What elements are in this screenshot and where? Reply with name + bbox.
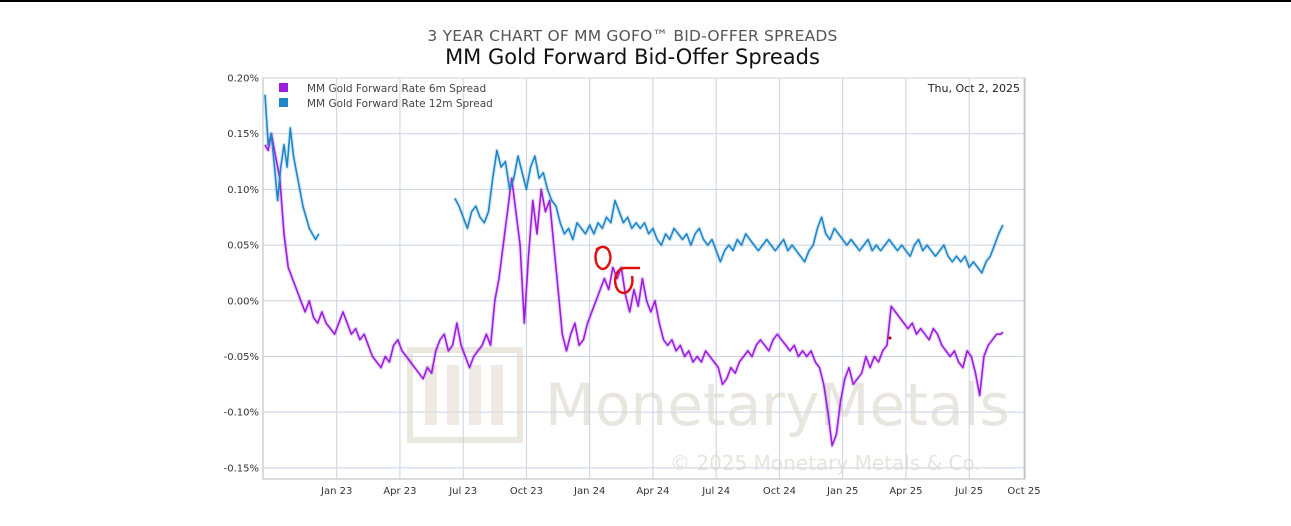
x-tick-label: Jan 25 xyxy=(826,486,858,497)
y-tick-label: -0.15% xyxy=(224,463,259,474)
x-axis: Jan 23 Apr 23 Jul 23 Oct 23 Jan 24 Apr 24 Jul … xyxy=(320,486,1041,497)
chart-supertitle: 3 YEAR CHART OF MM GOFO™ BID-OFFER SPREA… xyxy=(427,27,838,45)
series-layer xyxy=(263,94,1005,448)
watermark-text: MonetaryMetals xyxy=(545,371,1010,439)
series-line-12m xyxy=(264,94,320,241)
y-tick-label: 0.00% xyxy=(227,296,259,307)
grid xyxy=(263,77,1025,479)
legend-swatch-6m xyxy=(279,83,288,92)
x-tick-label: Apr 24 xyxy=(636,486,669,497)
x-tick-label: Apr 23 xyxy=(383,486,416,497)
y-axis: 0.20% 0.15% 0.10% 0.05% 0.00% -0.05% -0.10% -0.… xyxy=(224,74,259,475)
legend-label-6m: MM Gold Forward Rate 6m Spread xyxy=(307,83,486,95)
chart-title: MM Gold Forward Bid-Offer Spreads xyxy=(445,45,820,69)
legend-label-12m: MM Gold Forward Rate 12m Spread xyxy=(307,98,493,110)
x-tick-label: Jan 23 xyxy=(320,486,352,497)
annotation-dot xyxy=(888,336,892,340)
x-tick-label: Jul 23 xyxy=(448,486,477,497)
y-tick-label: 0.15% xyxy=(227,129,259,140)
series-line-6m xyxy=(264,132,1004,447)
x-tick-label: Oct 24 xyxy=(763,486,796,497)
annotation-circle-2 xyxy=(613,266,640,295)
annotation-circle-1 xyxy=(594,245,612,271)
copyright-text: © 2025 Monetary Metals & Co. xyxy=(670,451,981,475)
x-tick-label: Jul 24 xyxy=(701,486,730,497)
x-tick-label: Oct 25 xyxy=(1007,486,1040,497)
y-tick-label: 0.05% xyxy=(227,241,259,252)
x-tick-label: Oct 23 xyxy=(510,486,543,497)
x-tick-label: Jul 25 xyxy=(954,486,983,497)
y-tick-label: 0.20% xyxy=(227,74,259,85)
chart-date: Thu, Oct 2, 2025 xyxy=(927,82,1020,95)
x-tick-label: Jan 24 xyxy=(573,486,605,497)
annotations xyxy=(594,245,892,340)
legend: MM Gold Forward Rate 6m Spread MM Gold F… xyxy=(279,83,493,110)
watermark: MonetaryMetals © 2025 Monetary Metals & … xyxy=(407,347,1010,475)
y-tick-label: 0.10% xyxy=(227,185,259,196)
series-line-12m xyxy=(454,149,1004,274)
y-tick-label: -0.05% xyxy=(224,352,259,363)
y-tick-label: -0.10% xyxy=(224,408,259,419)
x-tick-label: Apr 25 xyxy=(889,486,922,497)
top-border xyxy=(0,0,1291,2)
watermark-logo-icon xyxy=(407,347,523,443)
legend-swatch-12m xyxy=(279,98,288,107)
